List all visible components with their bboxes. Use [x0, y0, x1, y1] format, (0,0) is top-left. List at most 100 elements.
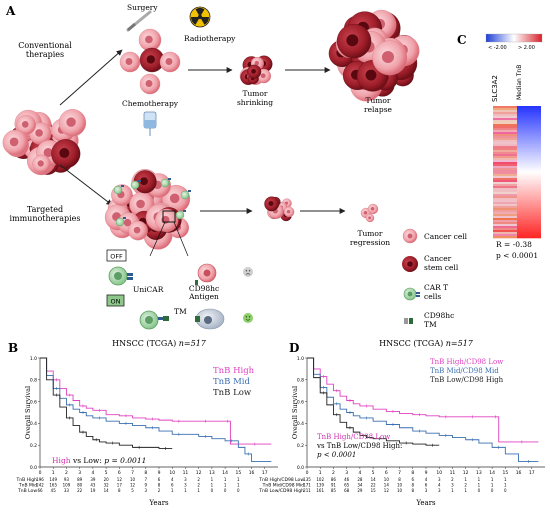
heat-cell-median-tnb: [517, 228, 541, 231]
on-label: ON: [111, 298, 121, 306]
car-t-cell: [180, 190, 190, 200]
heat-cell-median-tnb: [517, 120, 541, 123]
car-t-bound-cell: [139, 310, 169, 330]
heat-cell-median-tnb: [517, 152, 541, 155]
heat-cell-median-tnb: [517, 188, 541, 191]
legend-entry: TnB High: [213, 366, 255, 376]
heat-cell-median-tnb: [517, 230, 541, 233]
x-tick-label: 14: [222, 470, 228, 476]
risk-cell: 211: [303, 488, 311, 493]
x-tick-label: 1: [52, 470, 55, 476]
risk-cell: 20: [104, 477, 110, 482]
heat-cell-median-tnb: [517, 168, 541, 171]
heat-cell-median-tnb: [517, 214, 541, 217]
risk-cell: 22: [77, 488, 83, 493]
legend-entry: TnB Low/CD98 High: [430, 376, 504, 384]
heat-cell-slc3a2: [493, 106, 517, 109]
heat-cell-median-tnb: [517, 180, 541, 183]
risk-cell: 4: [438, 483, 441, 488]
legend-tm: CD98hc TM: [404, 311, 454, 329]
heat-cell-median-tnb: [517, 154, 541, 157]
risk-cell: 9: [145, 483, 148, 488]
y-tick-label: 0.4: [30, 421, 37, 427]
heat-cell-median-tnb: [517, 236, 541, 239]
risk-cell: 0: [478, 488, 481, 493]
risk-cell: 0: [224, 488, 227, 493]
heat-cell-median-tnb: [517, 226, 541, 229]
arrow-up: [59, 49, 123, 106]
heat-cell-slc3a2: [493, 216, 517, 219]
heat-cell-median-tnb: [517, 110, 541, 113]
on-badge: [106, 294, 125, 307]
heat-cell-median-tnb: [517, 164, 541, 167]
risk-cell: 2: [158, 488, 161, 493]
risk-cell: 8: [412, 488, 415, 493]
survival-curve: [40, 357, 272, 462]
heat-cell-median-tnb: [517, 124, 541, 127]
risk-cell: 43: [90, 483, 96, 488]
heat-cell-slc3a2: [493, 158, 517, 161]
iv-bag-icon: [143, 111, 157, 136]
risk-cell: 8: [118, 488, 121, 493]
risk-cell: 10: [130, 477, 136, 482]
legend-entry: TnB Low: [213, 388, 252, 398]
chart-title: HNSCC (TCGA) n=517: [379, 339, 474, 348]
heat-cell-slc3a2: [493, 172, 517, 175]
risk-row-label: TnB Low/CD98 High: [258, 488, 304, 494]
heat-cell-slc3a2: [493, 212, 517, 215]
heat-cell-slc3a2: [493, 230, 517, 233]
heat-cell-median-tnb: [517, 134, 541, 137]
cell-nucleus: [346, 34, 359, 47]
heat-cell-slc3a2: [493, 148, 517, 151]
risk-cell: 0: [491, 488, 494, 493]
x-tick-label: 16: [516, 470, 522, 476]
label-chemotherapy: Chemotherapy: [122, 99, 179, 108]
heat-cell-slc3a2: [493, 166, 517, 169]
heat-cell-slc3a2: [493, 168, 517, 171]
heatmap: [493, 106, 541, 239]
cell-nucleus: [169, 193, 180, 204]
risk-cell: 196: [36, 477, 44, 482]
radiation-icon: [189, 6, 211, 28]
heat-cell-slc3a2: [493, 184, 517, 187]
risk-cell: 165: [49, 483, 57, 488]
heat-cell-slc3a2: [493, 160, 517, 163]
heat-cell-median-tnb: [517, 174, 541, 177]
legend-cancer-cell-label: Cancer cell: [424, 232, 468, 241]
heat-cell-slc3a2: [493, 152, 517, 155]
cell-nucleus: [254, 60, 259, 66]
panel-label-c: C: [457, 33, 467, 47]
car-receptor: [121, 185, 124, 187]
y-tick-label: 0.4: [297, 421, 304, 427]
survival-curve: [307, 357, 539, 443]
heat-cell-median-tnb: [517, 142, 541, 145]
label-tm: TM: [174, 307, 187, 316]
y-tick-label: 0.8: [297, 378, 304, 384]
heat-cell-slc3a2: [493, 210, 517, 213]
y-tick-label: 0.6: [297, 399, 304, 405]
heat-cell-median-tnb: [517, 194, 541, 197]
heat-cell-median-tnb: [517, 150, 541, 153]
label-unicar: UniCAR: [133, 285, 164, 294]
legend-entry: TnB Mid: [213, 377, 251, 387]
heat-cell-slc3a2: [493, 190, 517, 193]
risk-cell: 0: [211, 488, 214, 493]
risk-cell: 93: [64, 477, 70, 482]
cell-nucleus: [145, 35, 153, 44]
y-axis-label: Overall Survival: [291, 386, 299, 439]
heat-cell-slc3a2: [493, 116, 517, 119]
car-t-cell: [113, 185, 123, 195]
cell-nucleus: [35, 129, 43, 137]
heat-cell-slc3a2: [493, 140, 517, 143]
risk-cell: 10: [397, 488, 403, 493]
risk-cell: 66: [37, 488, 43, 493]
risk-cell: 171: [303, 483, 311, 488]
heat-cell-median-tnb: [517, 198, 541, 201]
zoom-line-left: [149, 221, 166, 257]
heat-cell-slc3a2: [493, 136, 517, 139]
risk-cell: 19: [90, 488, 96, 493]
x-tick-label: 2: [332, 470, 335, 476]
risk-cell: 1: [451, 488, 454, 493]
